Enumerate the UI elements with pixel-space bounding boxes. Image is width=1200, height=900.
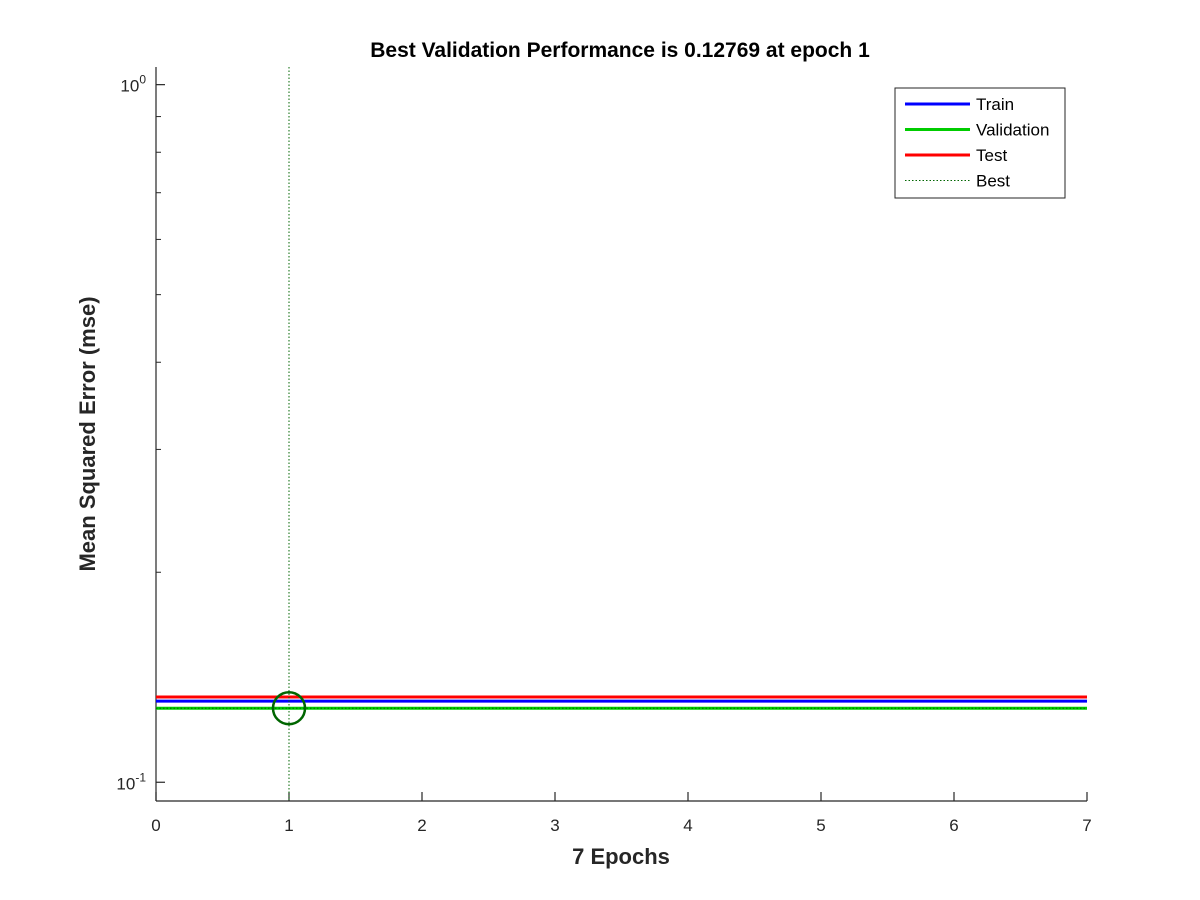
y-axis-label: Mean Squared Error (mse) — [75, 296, 100, 571]
y-tick-label: 100 — [120, 73, 146, 96]
plot-area — [156, 67, 1087, 801]
legend-label-best: Best — [976, 172, 1010, 191]
x-tick-label: 5 — [816, 816, 825, 835]
x-tick-label: 1 — [284, 816, 293, 835]
legend-label-train: Train — [976, 95, 1014, 114]
chart-title: Best Validation Performance is 0.12769 a… — [370, 39, 870, 62]
x-tick-label: 4 — [683, 816, 692, 835]
legend-box — [894, 87, 1066, 199]
x-tick-label: 2 — [417, 816, 426, 835]
x-tick-label: 3 — [550, 816, 559, 835]
best-point-marker — [271, 690, 307, 726]
x-axis-label: 7 Epochs — [572, 844, 670, 869]
x-tick-label: 6 — [949, 816, 958, 835]
legend: Train Validation Test Best — [894, 87, 1066, 199]
y-ticks: 10-1 100 — [116, 73, 165, 793]
legend-label-test: Test — [976, 146, 1007, 165]
x-tick-label: 7 — [1082, 816, 1091, 835]
x-ticks: 0 1 2 3 4 5 6 7 — [151, 792, 1092, 835]
legend-label-validation: Validation — [976, 121, 1049, 140]
x-tick-label: 0 — [151, 816, 160, 835]
y-tick-label: 10-1 — [116, 770, 146, 793]
